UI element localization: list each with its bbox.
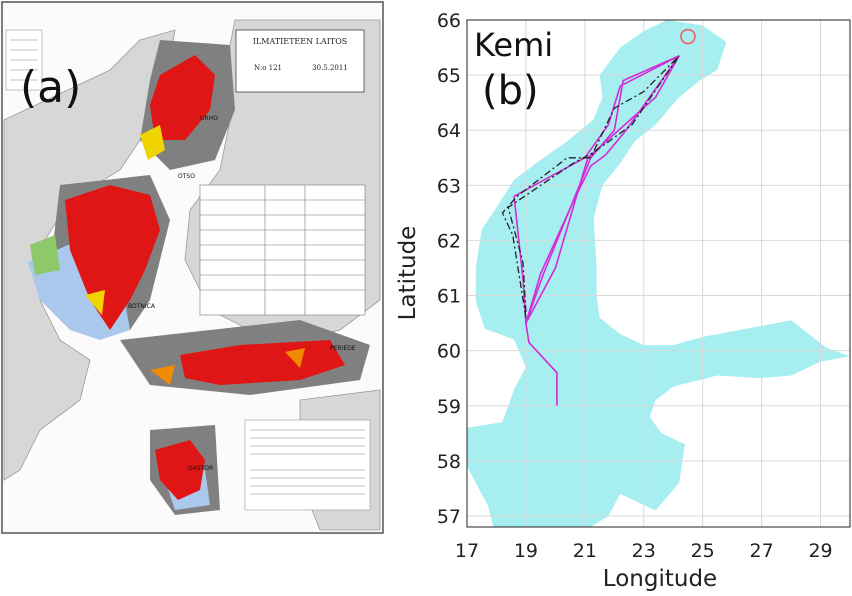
ice-orange-patch-2 [285,348,305,368]
map-frame [1,1,384,534]
ice-compact-areas [65,55,345,500]
map-header-date: 30.5.2011 [312,64,348,72]
map-region-labels: BOTNICA PERIEDE GASTOR URHO OTSO [128,115,356,472]
y-tick-label: 63 [437,175,461,197]
x-tick-label: 27 [750,540,774,562]
plot-border [466,19,851,528]
map-key-block [5,29,43,91]
ice-chart-map: ILMATIETEEN LAITOS N:o 121 30.5.2011 BOT… [0,0,385,535]
kemi-label: Kemi [474,26,553,64]
y-tick-label: 64 [437,120,461,142]
map-notes-block [244,419,371,511]
kemi-marker [680,28,696,45]
ice-green-patch [30,235,60,275]
panel-b-label: (b) [482,68,539,114]
ice-orange-patch-1 [150,365,175,385]
y-tick-label: 66 [437,10,461,32]
y-tick-label: 60 [437,341,461,363]
routes [501,55,680,406]
grid-lines [467,20,850,527]
route-chart: 17 19 21 23 25 27 29 57 58 59 60 61 62 63 64 65 66 Long… [395,10,851,592]
sea-area [467,20,850,527]
map-legend-table [199,184,366,316]
map-label-urho: URHO [200,115,218,122]
y-tick-label: 62 [437,230,461,252]
map-header-box: ILMATIETEEN LAITOS N:o 121 30.5.2011 [235,29,365,93]
route-dashed-line-5 [507,55,680,313]
panel-a-label: (a) [20,62,81,113]
map-label-periede: PERIEDE [330,345,356,352]
x-tick-label: 23 [632,540,656,562]
y-tick-label: 59 [437,396,461,418]
route-solid-line-0 [525,55,680,406]
ice-compact-sea-bothnia [65,185,160,330]
y-tick-label: 58 [437,451,461,473]
x-tick-label: 29 [808,540,832,562]
y-tick-label: 61 [437,286,461,308]
x-axis-title: Longitude [603,566,717,592]
ice-yellow-patch-2 [85,290,105,315]
route-dashed-line-4 [501,55,680,318]
ice-compact-bay-bothnia [150,55,215,140]
x-tick-label: 21 [573,540,597,562]
ice-compact-riga [155,440,205,500]
map-label-otso: OTSO [178,173,195,180]
map-label-gastor: GASTOR [188,465,213,472]
y-tick-label: 57 [437,506,461,528]
y-axis-title: Latitude [395,226,421,321]
x-tick-label: 19 [514,540,538,562]
map-label-botnica: BOTNICA [128,303,156,310]
route-solid-line-3 [525,55,680,324]
map-header-number: N:o 121 [254,64,282,72]
x-tick-label: 25 [691,540,715,562]
ice-other-classes [30,125,305,385]
map-header-org: ILMATIETEEN LAITOS [253,37,348,46]
x-axis-ticks: 17 19 21 23 25 27 29 [455,540,833,562]
ice-yellow-patch-1 [140,125,165,160]
y-tick-label: 65 [437,65,461,87]
y-axis-ticks: 57 58 59 60 61 62 63 64 65 66 [437,10,461,528]
x-tick-label: 17 [455,540,479,562]
